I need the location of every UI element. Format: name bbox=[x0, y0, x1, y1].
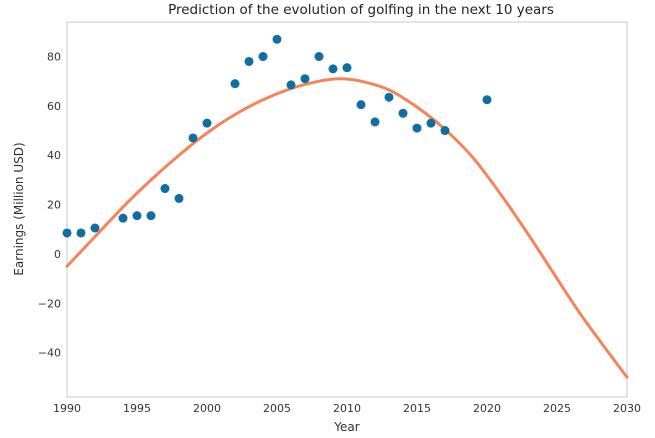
data-point bbox=[286, 80, 296, 90]
data-point bbox=[356, 100, 366, 110]
x-tick-labels: 1990 1995 2000 2005 2010 2015 2020 2025 2030 bbox=[53, 402, 641, 415]
data-point bbox=[440, 126, 450, 136]
x-tick-label: 2000 bbox=[193, 402, 221, 415]
data-point bbox=[328, 64, 338, 74]
fit-curve-layer bbox=[65, 77, 629, 379]
data-point bbox=[244, 56, 254, 66]
x-tick-label: 1990 bbox=[53, 402, 81, 415]
data-point bbox=[314, 52, 324, 62]
scatter-points bbox=[62, 34, 492, 238]
data-point bbox=[482, 95, 492, 105]
data-point bbox=[146, 211, 156, 221]
data-point bbox=[62, 228, 72, 238]
data-point bbox=[132, 211, 142, 221]
data-point bbox=[342, 63, 352, 73]
data-point bbox=[426, 118, 436, 128]
data-point bbox=[370, 117, 380, 127]
data-point bbox=[174, 193, 184, 203]
data-point bbox=[76, 228, 86, 238]
data-point bbox=[160, 184, 170, 194]
x-tick-label: 2010 bbox=[333, 402, 361, 415]
x-tick-label: 1995 bbox=[123, 402, 151, 415]
data-point bbox=[230, 79, 240, 89]
data-point bbox=[384, 92, 394, 102]
y-tick-labels: −40 −20 0 20 40 60 80 bbox=[38, 51, 61, 360]
data-point bbox=[118, 213, 128, 223]
plot-area bbox=[66, 21, 628, 398]
fit-curve-line bbox=[65, 77, 629, 379]
data-point bbox=[300, 74, 310, 84]
data-point bbox=[398, 108, 408, 118]
data-point bbox=[202, 118, 212, 128]
y-tick-label: 40 bbox=[47, 149, 61, 162]
x-tick-label: 2030 bbox=[613, 402, 641, 415]
y-tick-label: 0 bbox=[54, 248, 61, 261]
x-axis-label: Year bbox=[333, 420, 359, 434]
x-tick-label: 2025 bbox=[543, 402, 571, 415]
y-tick-label: 60 bbox=[47, 100, 61, 113]
y-tick-label: −40 bbox=[38, 347, 61, 360]
y-axis-label: Earnings (Million USD) bbox=[12, 142, 26, 275]
data-point bbox=[272, 34, 282, 44]
chart-title: Prediction of the evolution of golfing i… bbox=[168, 2, 554, 18]
x-tick-label: 2020 bbox=[473, 402, 501, 415]
x-tick-label: 2005 bbox=[263, 402, 291, 415]
y-tick-label: 20 bbox=[47, 199, 61, 212]
data-point bbox=[90, 223, 100, 233]
data-point bbox=[258, 52, 268, 62]
y-tick-label: −20 bbox=[38, 297, 61, 310]
data-point bbox=[188, 133, 198, 143]
y-tick-label: 80 bbox=[47, 51, 61, 64]
data-point bbox=[412, 123, 422, 133]
x-tick-label: 2015 bbox=[403, 402, 431, 415]
